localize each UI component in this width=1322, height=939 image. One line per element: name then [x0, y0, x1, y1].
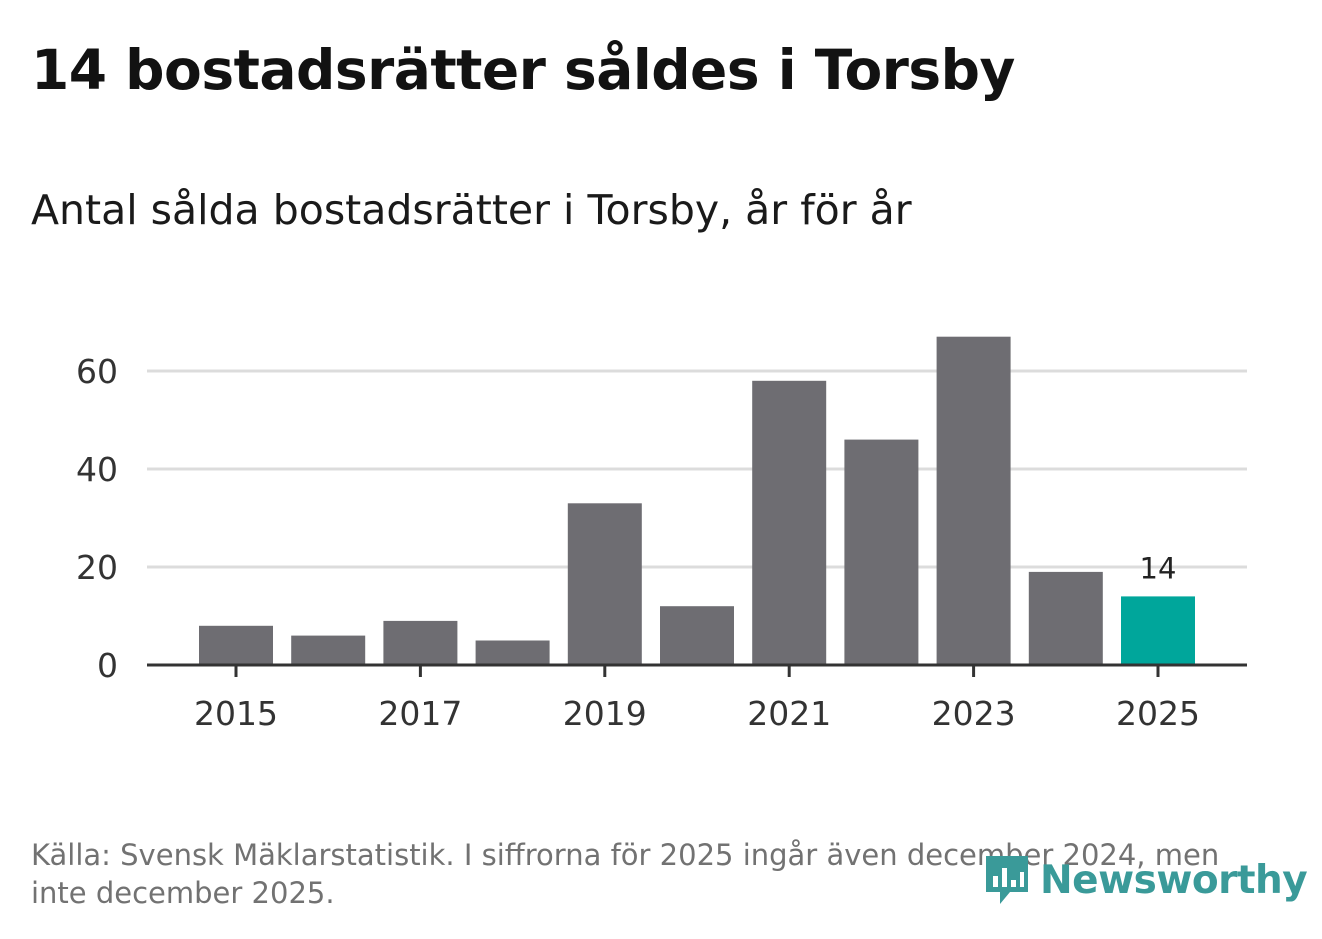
bar-2023	[936, 336, 1011, 665]
logo-text: Newsworthy	[1040, 857, 1308, 903]
newsworthy-logo: Newsworthy	[982, 852, 1308, 908]
x-tick-label-2019: 2019	[563, 694, 647, 733]
page-title: 14 bostadsrätter såldes i Torsby	[31, 38, 1015, 102]
axis-labels: 0 20 40 60 14 2015 2017 2019 2021 2023 2025	[76, 352, 1200, 733]
x-tick-label-2025: 2025	[1116, 694, 1200, 733]
bar-2015	[199, 625, 273, 665]
x-tick-label-2017: 2017	[378, 694, 462, 733]
x-axis	[147, 663, 1247, 677]
bars	[199, 336, 1195, 665]
bar-2021	[752, 380, 827, 665]
bar-2019	[567, 503, 642, 665]
bar-2024	[1028, 571, 1103, 665]
y-tick-label-20: 20	[76, 548, 118, 587]
bar-2017	[383, 620, 458, 665]
logo-icon	[986, 856, 1028, 904]
y-tick-label-60: 60	[76, 352, 118, 391]
chart-subtitle: Antal sålda bostadsrätter i Torsby, år f…	[31, 186, 912, 234]
y-tick-label-0: 0	[97, 646, 118, 685]
x-tick-label-2015: 2015	[194, 694, 278, 733]
data-label-2025: 14	[1140, 551, 1177, 585]
bar-2020	[660, 606, 734, 665]
grid-lines	[147, 369, 1247, 569]
bar-2016	[291, 635, 366, 665]
bar-chart: 0 20 40 60 14 2015 2017 2019 2021 2023 2025	[76, 336, 1247, 733]
bar-2018	[475, 640, 550, 665]
y-tick-label-40: 40	[76, 450, 118, 489]
x-tick-label-2023: 2023	[932, 694, 1016, 733]
bar-2022	[844, 439, 919, 665]
bar-2025	[1121, 596, 1195, 665]
x-tick-label-2021: 2021	[747, 694, 831, 733]
